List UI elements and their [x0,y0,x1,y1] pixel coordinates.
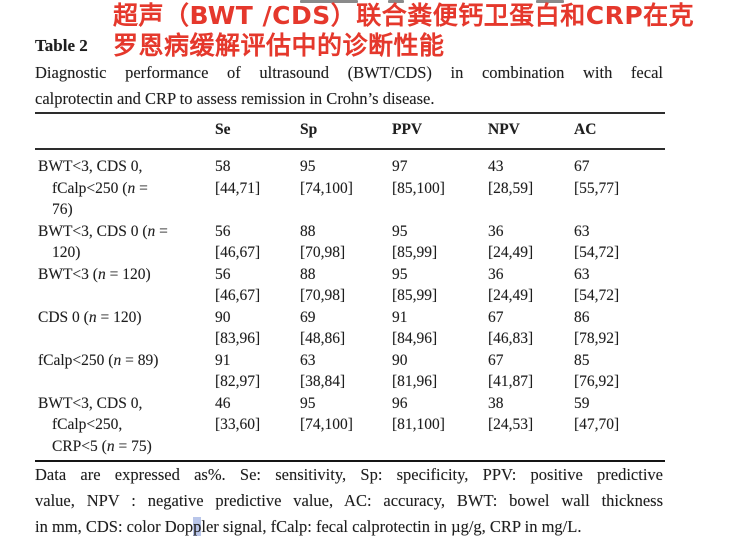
cell-se: 56 [46,67] [215,222,261,262]
col-header-empty [35,113,215,150]
cell-ppv: 96 [81,100] [392,394,445,434]
cell-ac: 85 [76,92] [574,351,620,391]
cell-ac: 63 [54,72] [574,222,620,262]
col-header-npv: NPV [488,113,574,150]
cell-ac: 86 [78,92] [574,308,620,348]
footnote-line3: in mm, CDS: color Doppler signal, fCalp:… [35,514,663,540]
diagnostic-performance-table: Se Sp PPV NPV AC BWT<3, CDS 0, fCalp<250 … [35,112,665,462]
cell-sp: 95 [74,100] [300,158,353,197]
cell-ppv: 95 [85,99] [392,265,438,305]
cell-sp: 95 [74,100] [300,394,353,434]
col-header-ac: AC [574,113,665,150]
footnote-line2: value, NPV : negative predictive value, … [35,491,663,510]
footnote-line3-pre: in mm, CDS: color Dop [35,517,194,536]
col-header-ppv: PPV [392,113,488,150]
table-row: BWT<3, CDS 0, fCalp<250 (n = 76) 58 [44,71] 9… [35,149,665,221]
cell-npv: 36 [24,49] [488,265,534,305]
annotation-line2: 罗恩病缓解评估中的诊断性能 [113,31,445,60]
cell-se: 46 [33,60] [215,394,261,434]
caption-line1: Diagnostic performance of ultrasound (BW… [35,63,663,82]
table-row: BWT<3 (n = 120) 56 [46,67] 88 [70,98] 95 [85,9… [35,264,665,307]
annotation-line1: 超声（BWT /CDS）联合粪便钙卫蛋白和CRP在克 [113,1,695,30]
scan-artifact [388,0,404,3]
cell-se: 90 [83,96] [215,308,261,348]
caption-line2: calprotectin and CRP to assess remission… [35,89,435,108]
text-selection-highlight: p [193,517,202,536]
row-label: BWT<3, CDS 0 (n = 120) [38,222,168,262]
scan-artifact [536,0,564,3]
row-label: BWT<3, CDS 0, fCalp<250, CRP<5 (n = 75) [38,394,152,455]
cell-ac: 67 [55,77] [574,158,620,197]
table-row: CDS 0 (n = 120) 90 [83,96] 69 [48,86] 91 [84,9… [35,307,665,350]
cell-ppv: 90 [81,96] [392,351,438,391]
scan-artifact [300,0,358,3]
cell-se: 58 [44,71] [215,158,261,197]
cell-se: 56 [46,67] [215,265,261,305]
footnote-line1: Data are expressed as%. Se: sensitivity,… [35,465,663,484]
cell-npv: 36 [24,49] [488,222,534,262]
table-number-label: Table 2 [35,36,88,55]
cell-ppv: 91 [84,96] [392,308,438,348]
cell-ac: 59 [47,70] [574,394,620,434]
cell-npv: 67 [41,87] [488,351,534,391]
cell-sp: 88 [70,98] [300,222,346,262]
row-label: fCalp<250 (n = 89) [38,351,159,369]
chinese-translation-annotation: 超声（BWT /CDS）联合粪便钙卫蛋白和CRP在克 罗恩病缓解评估中的诊断性能 [113,1,694,61]
footnote-line3-post: ler signal, fCalp: fecal calprotectin in… [201,517,582,536]
cell-sp: 88 [70,98] [300,265,346,305]
cell-sp: 63 [38,84] [300,351,346,391]
cell-npv: 67 [46,83] [488,308,534,348]
row-label: BWT<3, CDS 0, fCalp<250 (n = 76) [38,158,148,218]
header-row: Se Sp PPV NPV AC [35,113,665,150]
col-header-sp: Sp [300,113,392,150]
table-caption: Diagnostic performance of ultrasound (BW… [35,60,663,112]
row-label: BWT<3 (n = 120) [38,265,151,283]
cell-se: 91 [82,97] [215,351,261,391]
cell-ac: 63 [54,72] [574,265,620,305]
cell-ppv: 97 [85,100] [392,158,445,197]
table-row: BWT<3, CDS 0, fCalp<250, CRP<5 (n = 75) 46[… [35,393,665,462]
table-footnote: Data are expressed as%. Se: sensitivity,… [35,462,663,540]
cell-npv: 43 [28,59] [488,158,534,197]
table-row: fCalp<250 (n = 89) 91 [82,97] 63 [38,84] 90 [8… [35,350,665,393]
cell-npv: 38 [24,53] [488,394,534,434]
cell-sp: 69 [48,86] [300,308,346,348]
table-row: BWT<3, CDS 0 (n = 120) 56 [46,67] 88 [70,98] 9… [35,221,665,264]
col-header-se: Se [215,113,300,150]
row-label: CDS 0 (n = 120) [38,308,142,326]
cell-ppv: 95 [85,99] [392,222,438,262]
